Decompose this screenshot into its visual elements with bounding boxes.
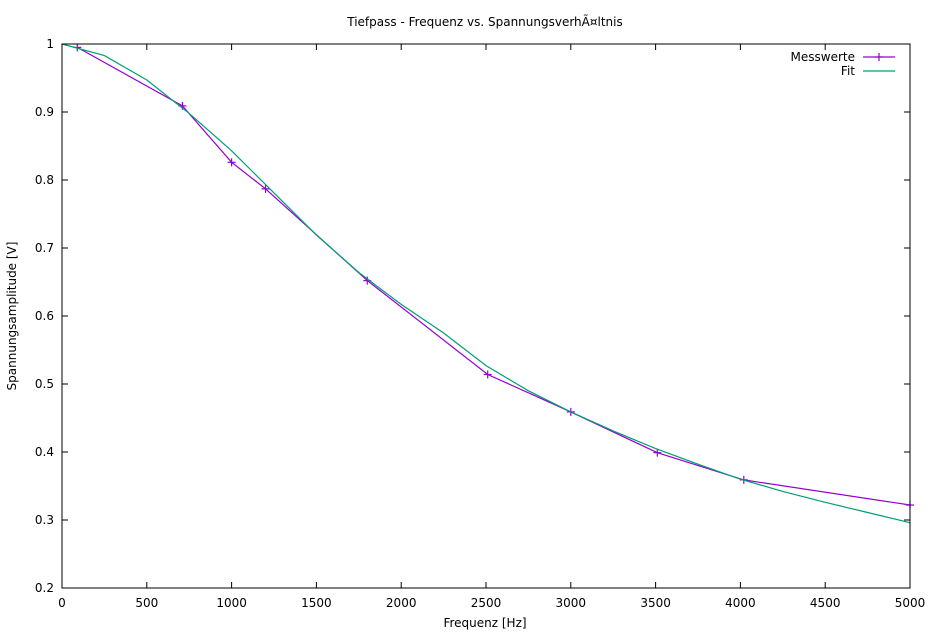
x-tick-label: 500 bbox=[135, 596, 158, 610]
x-tick-label: 1000 bbox=[216, 596, 247, 610]
series-line-messwerte bbox=[77, 46, 911, 506]
data-point bbox=[483, 370, 492, 379]
x-tick-label: 2000 bbox=[386, 596, 417, 610]
y-tick-label: 0.5 bbox=[35, 377, 54, 391]
x-tick-label: 1500 bbox=[301, 596, 332, 610]
x-tick-label: 4500 bbox=[810, 596, 841, 610]
y-tick-label: 0.8 bbox=[35, 173, 54, 187]
series-line-fit bbox=[61, 43, 911, 524]
data-point bbox=[261, 184, 270, 193]
x-tick-label: 4000 bbox=[725, 596, 756, 610]
series-layer bbox=[61, 43, 914, 524]
x-tick-label: 2500 bbox=[471, 596, 502, 610]
x-tick-label: 3000 bbox=[556, 596, 587, 610]
data-point bbox=[227, 158, 236, 167]
data-point bbox=[653, 448, 662, 457]
y-tick-label: 0.9 bbox=[35, 105, 54, 119]
y-tick-label: 0.3 bbox=[35, 513, 54, 527]
y-tick-label: 0.4 bbox=[35, 445, 54, 459]
y-tick-label: 1 bbox=[46, 37, 54, 51]
y-tick-label: 0.2 bbox=[35, 581, 54, 595]
y-tick-label: 0.6 bbox=[35, 309, 54, 323]
x-tick-label: 3500 bbox=[640, 596, 671, 610]
x-tick-label: 0 bbox=[58, 596, 66, 610]
chart-title: Tiefpass - Frequenz vs. SpannungsverhÃ¤l… bbox=[346, 14, 623, 29]
axis-ticks: 0 500 1000 1500 2000 2500 3000 3500 4000 4500 5000… bbox=[35, 37, 925, 610]
y-tick-label: 0.7 bbox=[35, 241, 54, 255]
legend-label: Fit bbox=[841, 64, 855, 78]
x-axis-label: Frequenz [Hz] bbox=[443, 616, 526, 630]
x-tick-label: 5000 bbox=[895, 596, 926, 610]
plot-frame bbox=[61, 43, 911, 589]
y-axis-label: Spannungsamplitude [V] bbox=[5, 242, 19, 391]
legend-label: Messwerte bbox=[791, 50, 855, 64]
